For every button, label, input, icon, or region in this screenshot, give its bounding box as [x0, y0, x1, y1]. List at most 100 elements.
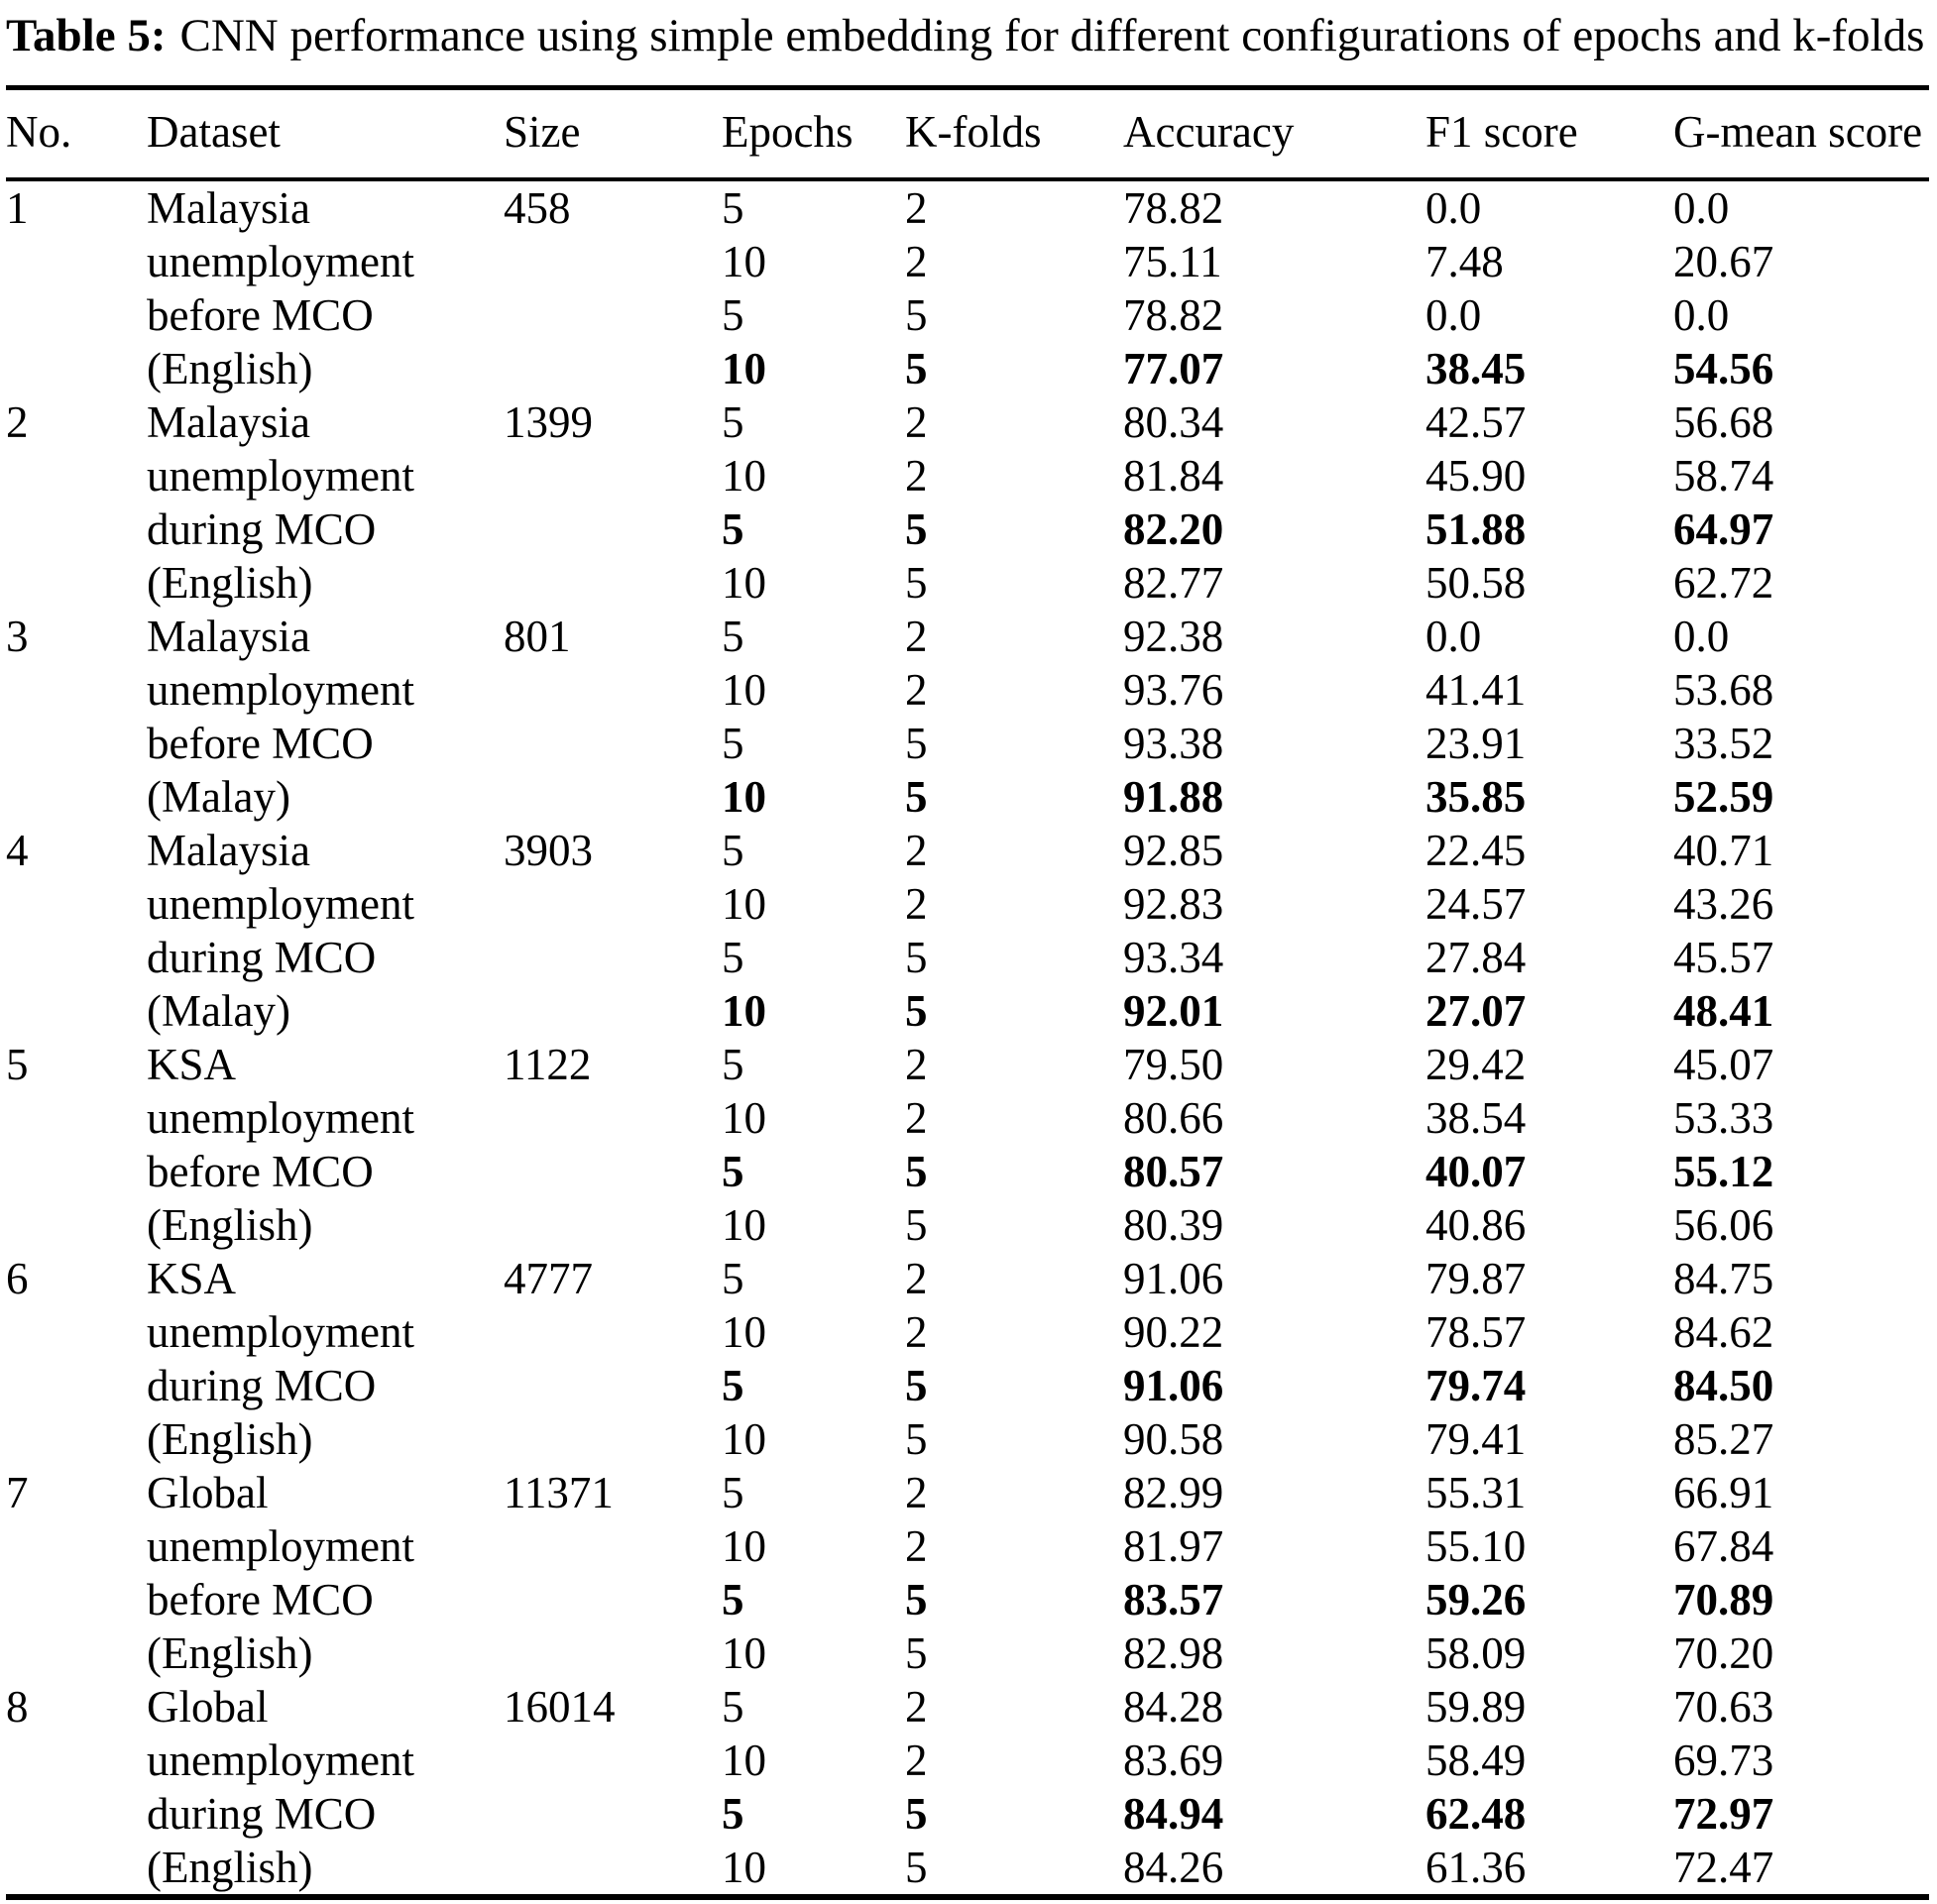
cell-epochs: 5	[722, 1254, 744, 1304]
cell-gmean: 45.07	[1673, 1040, 1774, 1090]
table-row: (English) 10 5 77.07 38.45 54.56	[6, 342, 1929, 395]
cell-size	[504, 1145, 722, 1198]
cell-no	[6, 1412, 147, 1466]
cell-accuracy: 81.97	[1123, 1521, 1224, 1572]
column-header-kfolds: K-folds	[905, 107, 1042, 158]
cell-gmean: 69.73	[1673, 1736, 1774, 1786]
table-caption-label: Table 5:	[6, 10, 167, 61]
table-row: before MCO 5 5 78.82 0.0 0.0	[6, 288, 1929, 342]
cell-f1: 79.74	[1425, 1361, 1527, 1411]
cell-f1: 0.0	[1425, 612, 1482, 662]
cell-dataset: before MCO	[147, 1575, 374, 1625]
cell-epochs: 10	[722, 558, 766, 609]
cell-kfolds: 5	[905, 1628, 928, 1679]
cell-accuracy: 80.66	[1123, 1093, 1224, 1144]
cell-size	[504, 556, 722, 610]
cell-kfolds: 2	[905, 397, 928, 448]
cell-f1: 58.09	[1425, 1628, 1527, 1679]
cell-accuracy: 78.82	[1123, 183, 1224, 234]
cell-dataset: KSA	[147, 1040, 237, 1090]
cell-no	[6, 1305, 147, 1359]
cell-no	[6, 1091, 147, 1145]
cell-gmean: 53.33	[1673, 1093, 1774, 1144]
cell-accuracy: 93.76	[1123, 665, 1224, 716]
cell-size	[504, 1412, 722, 1466]
cell-f1: 29.42	[1425, 1040, 1527, 1090]
cell-no	[6, 1787, 147, 1841]
cell-f1: 78.57	[1425, 1307, 1527, 1358]
cell-epochs: 5	[722, 933, 744, 983]
table-row: 2 Malaysia 1399 5 2 80.34 42.57 56.68	[6, 395, 1929, 449]
cell-kfolds: 2	[905, 1093, 928, 1144]
table-row: during MCO 5 5 82.20 51.88 64.97	[6, 503, 1929, 556]
cell-gmean: 48.41	[1673, 986, 1774, 1037]
cell-accuracy: 83.69	[1123, 1736, 1224, 1786]
table-row: before MCO 5 5 93.38 23.91 33.52	[6, 717, 1929, 770]
cell-f1: 59.26	[1425, 1575, 1527, 1625]
cell-kfolds: 5	[905, 344, 928, 394]
cell-epochs: 5	[722, 183, 744, 234]
cell-accuracy: 82.98	[1123, 1628, 1224, 1679]
cell-epochs: 10	[722, 1628, 766, 1679]
cell-dataset: unemployment	[147, 879, 414, 930]
cell-accuracy: 90.58	[1123, 1414, 1224, 1465]
cell-accuracy: 92.01	[1123, 986, 1224, 1037]
table-row: 4 Malaysia 3903 5 2 92.85 22.45 40.71	[6, 824, 1929, 877]
cell-dataset: (English)	[147, 1200, 313, 1251]
cell-kfolds: 5	[905, 558, 928, 609]
cell-size	[504, 503, 722, 556]
cell-kfolds: 2	[905, 879, 928, 930]
cell-f1: 24.57	[1425, 879, 1527, 930]
cell-epochs: 10	[722, 1307, 766, 1358]
cell-accuracy: 81.84	[1123, 451, 1224, 502]
cell-epochs: 5	[722, 1147, 744, 1197]
cell-accuracy: 82.77	[1123, 558, 1224, 609]
cell-no	[6, 1841, 147, 1897]
cell-gmean: 70.20	[1673, 1628, 1774, 1679]
table-row: (English) 10 5 82.77 50.58 62.72	[6, 556, 1929, 610]
cell-dataset: Global	[147, 1682, 269, 1733]
cell-gmean: 84.50	[1673, 1361, 1774, 1411]
cell-dataset: (Malay)	[147, 772, 290, 823]
cell-accuracy: 80.39	[1123, 1200, 1224, 1251]
cell-f1: 55.31	[1425, 1468, 1527, 1518]
cell-dataset: during MCO	[147, 933, 377, 983]
cell-gmean: 0.0	[1673, 612, 1730, 662]
cell-gmean: 64.97	[1673, 504, 1774, 555]
cell-size	[504, 877, 722, 931]
cell-dataset: (Malay)	[147, 986, 290, 1037]
table-row: unemployment 10 2 81.84 45.90 58.74	[6, 449, 1929, 503]
cell-size	[504, 449, 722, 503]
cell-dataset: during MCO	[147, 1789, 377, 1840]
results-table: No. Dataset Size Epochs K-folds Accuracy F1 sc…	[6, 85, 1929, 1901]
cell-gmean: 33.52	[1673, 719, 1774, 769]
cell-accuracy: 84.94	[1123, 1789, 1224, 1840]
cell-accuracy: 90.22	[1123, 1307, 1224, 1358]
cell-accuracy: 82.99	[1123, 1468, 1224, 1518]
cell-no: 1	[6, 183, 29, 234]
table-header-row: No. Dataset Size Epochs K-folds Accuracy F1 sc…	[6, 87, 1929, 180]
cell-kfolds: 2	[905, 826, 928, 876]
cell-kfolds: 5	[905, 1200, 928, 1251]
cell-no	[6, 1519, 147, 1573]
cell-epochs: 5	[722, 719, 744, 769]
cell-accuracy: 77.07	[1123, 344, 1224, 394]
column-header-dataset: Dataset	[147, 107, 281, 158]
table-row: 3 Malaysia 801 5 2 92.38 0.0 0.0	[6, 610, 1929, 663]
cell-epochs: 5	[722, 1682, 744, 1733]
cell-dataset: before MCO	[147, 719, 374, 769]
cell-size: 458	[504, 183, 571, 234]
cell-kfolds: 5	[905, 1789, 928, 1840]
cell-epochs: 5	[722, 1040, 744, 1090]
table-row: during MCO 5 5 84.94 62.48 72.97	[6, 1787, 1929, 1841]
table-row: during MCO 5 5 91.06 79.74 84.50	[6, 1359, 1929, 1412]
column-header-f1: F1 score	[1425, 107, 1578, 158]
cell-f1: 22.45	[1425, 826, 1527, 876]
cell-epochs: 5	[722, 826, 744, 876]
table-row: 6 KSA 4777 5 2 91.06 79.87 84.75	[6, 1252, 1929, 1305]
cell-epochs: 10	[722, 451, 766, 502]
cell-epochs: 5	[722, 397, 744, 448]
cell-no: 6	[6, 1254, 29, 1304]
cell-accuracy: 78.82	[1123, 290, 1224, 341]
cell-kfolds: 5	[905, 986, 928, 1037]
